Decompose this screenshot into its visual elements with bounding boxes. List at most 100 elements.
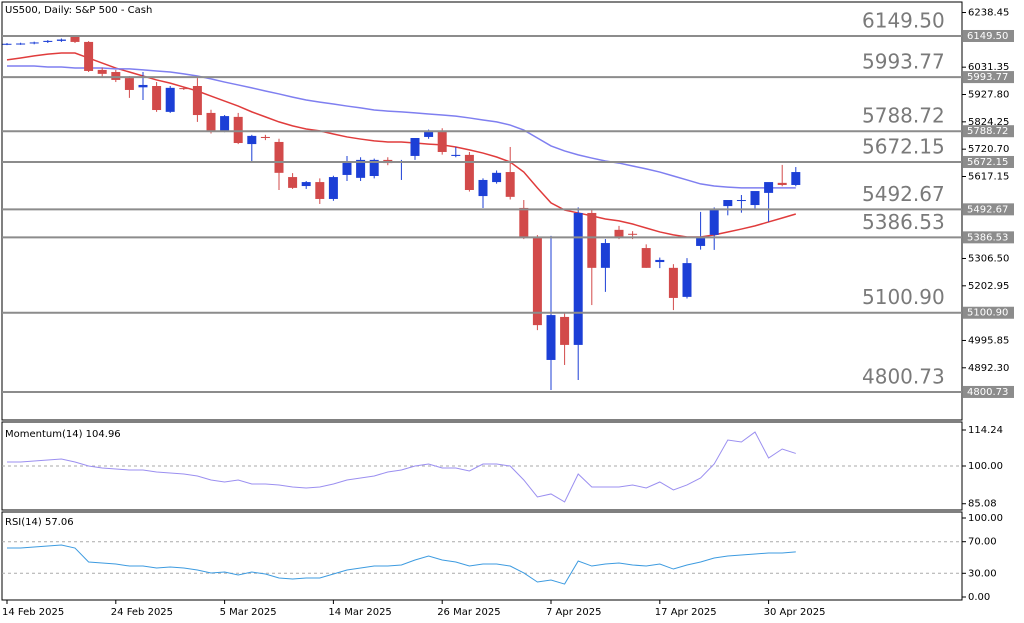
x-tick-label: 17 Apr 2025 [655, 607, 717, 618]
y-tick-label: 5720.70 [968, 144, 1009, 155]
candle-body [600, 243, 610, 268]
level-axis-label: 5386.53 [967, 232, 1008, 243]
candle-body [233, 116, 243, 144]
candle-body [655, 259, 665, 263]
y-tick-label: 6238.45 [968, 8, 1009, 19]
candle-body [587, 212, 597, 268]
y-tick-label: 4995.85 [968, 335, 1009, 346]
main-panel [1, 1, 963, 421]
level-axis-label: 6149.50 [967, 31, 1008, 42]
candle-body [451, 154, 461, 156]
y-tick-label: 5202.95 [968, 281, 1009, 292]
y-tick-label: 100.00 [968, 513, 1003, 524]
level-axis-label: 5993.77 [967, 72, 1008, 83]
candle-body [696, 238, 706, 246]
candle-body [206, 112, 216, 131]
level-label: 5993.77 [862, 50, 945, 74]
candle-body [560, 316, 570, 345]
level-axis-label: 4800.73 [967, 387, 1008, 398]
candle-body [424, 130, 434, 137]
level-axis-box [963, 306, 1014, 319]
candle-body [29, 42, 39, 44]
candle-body [764, 182, 774, 193]
candle-body [464, 154, 474, 190]
candle-body [179, 88, 189, 90]
candle-body [777, 182, 787, 185]
candle-body [84, 41, 94, 71]
chart-title: US500, Daily: S&P 500 - Cash [5, 5, 152, 16]
candle-body [111, 72, 121, 80]
level-axis-box [963, 29, 1014, 42]
candle-body [492, 172, 502, 183]
y-tick-label: 6031.35 [968, 62, 1009, 73]
y-tick-label: 5306.50 [968, 253, 1009, 264]
candle-body [628, 233, 638, 235]
level-axis-label: 5788.72 [967, 126, 1008, 137]
candle-body [16, 43, 26, 45]
level-axis-box [963, 155, 1014, 168]
candle-body [750, 191, 760, 206]
level-axis-label: 5672.15 [967, 157, 1008, 168]
candle-body [682, 263, 692, 297]
candle-body [478, 179, 488, 197]
candle-body [56, 39, 66, 41]
candle-body [641, 248, 651, 268]
candle-body [165, 87, 175, 112]
indicator-line [7, 431, 796, 503]
candle-body [220, 116, 230, 131]
y-tick-label: 70.00 [968, 537, 997, 548]
candle-body [70, 36, 80, 42]
y-tick-label: 100.00 [968, 461, 1003, 472]
candle-body [505, 172, 515, 197]
moving-average [7, 65, 796, 189]
y-tick-label: 114.24 [968, 425, 1003, 436]
level-axis-box [963, 231, 1014, 244]
y-tick-label: 85.08 [968, 499, 997, 510]
candle-body [288, 177, 298, 188]
candle-body [532, 238, 542, 326]
x-tick-label: 7 Apr 2025 [546, 607, 601, 618]
level-axis-box [963, 125, 1014, 138]
level-label: 5492.67 [862, 182, 945, 206]
level-axis-label: 5492.67 [967, 204, 1008, 215]
x-tick-label: 24 Feb 2025 [111, 607, 173, 618]
level-label: 5672.15 [862, 134, 945, 158]
candle-body [315, 182, 325, 199]
candle-body [709, 210, 719, 235]
candle-body [260, 136, 270, 138]
level-axis-label: 5100.90 [967, 308, 1008, 319]
candle-body [328, 177, 338, 199]
level-axis-box [963, 385, 1014, 398]
candle-body [546, 315, 556, 360]
candle-body [437, 130, 447, 152]
y-tick-label: 30.00 [968, 568, 997, 579]
x-tick-label: 5 Mar 2025 [220, 607, 277, 618]
level-label: 5386.53 [862, 210, 945, 234]
candle-body [410, 137, 420, 156]
candle-body [342, 162, 352, 175]
candle-body [356, 159, 366, 178]
x-tick-label: 30 Apr 2025 [764, 607, 826, 618]
candle-body [519, 207, 529, 239]
x-tick-label: 14 Mar 2025 [328, 607, 391, 618]
candle-body [138, 84, 148, 88]
candle-body [192, 86, 202, 116]
x-tick-label: 14 Feb 2025 [2, 607, 64, 618]
candle-body [369, 159, 379, 177]
candle-body [668, 267, 678, 298]
level-label: 6149.50 [862, 8, 945, 32]
candle-body [723, 200, 733, 207]
candle-body [124, 78, 134, 90]
candle-body [301, 182, 311, 187]
rsi-panel [1, 511, 963, 601]
y-tick-label: 5617.15 [968, 171, 1009, 182]
y-tick-label: 0.00 [968, 592, 990, 603]
x-tick-label: 26 Mar 2025 [437, 607, 500, 618]
indicator-line [7, 544, 796, 585]
candle-body [97, 69, 107, 74]
candle-body [247, 135, 257, 145]
indicator-title: RSI(14) 57.06 [5, 517, 74, 528]
level-label: 4800.73 [862, 364, 945, 388]
level-axis-box [963, 71, 1014, 84]
